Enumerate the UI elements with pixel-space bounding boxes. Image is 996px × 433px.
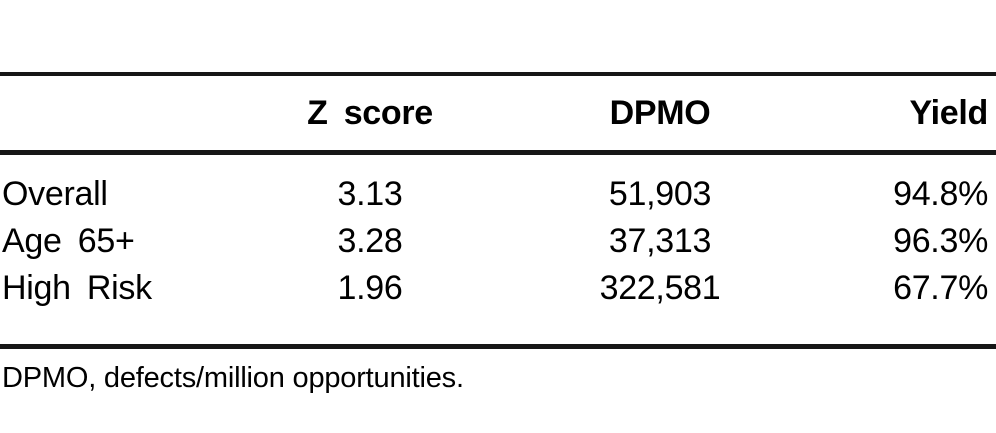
row-label-cell: High Risk (2, 269, 152, 307)
statistics-table: Z score DPMO Yield Overall 3.13 51,903 9… (0, 72, 996, 395)
table-row: Age 65+ 3.28 37,313 96.3% (0, 218, 996, 265)
row-label-cell: Age 65+ (2, 222, 135, 260)
header-cell-dpmo: DPMO (609, 93, 711, 132)
table-bottom-rule (0, 344, 996, 349)
row-label-cell: Overall (2, 175, 108, 213)
table-top-rule (0, 72, 996, 76)
yield-cell: 67.7% (893, 269, 988, 307)
yield-cell: 94.8% (893, 175, 988, 213)
dpmo-cell: 51,903 (608, 175, 712, 213)
table-body: Overall 3.13 51,903 94.8% Age 65+ 3.28 3… (0, 155, 996, 344)
table-header-rule (0, 150, 996, 155)
header-cell-yield: Yield (909, 93, 989, 132)
dpmo-cell: 37,313 (608, 222, 712, 260)
table-header-row: Z score DPMO Yield (0, 76, 996, 150)
table-footnote: DPMO, defects/million opportunities. (2, 362, 464, 394)
z-score-cell: 1.96 (337, 269, 403, 307)
dpmo-cell: 322,581 (599, 269, 721, 307)
header-cell-z-score: Z score (307, 93, 433, 132)
table-row: Overall 3.13 51,903 94.8% (0, 171, 996, 218)
yield-cell: 96.3% (893, 222, 988, 260)
z-score-cell: 3.28 (337, 222, 403, 260)
table-row: High Risk 1.96 322,581 67.7% (0, 265, 996, 312)
z-score-cell: 3.13 (337, 175, 403, 213)
